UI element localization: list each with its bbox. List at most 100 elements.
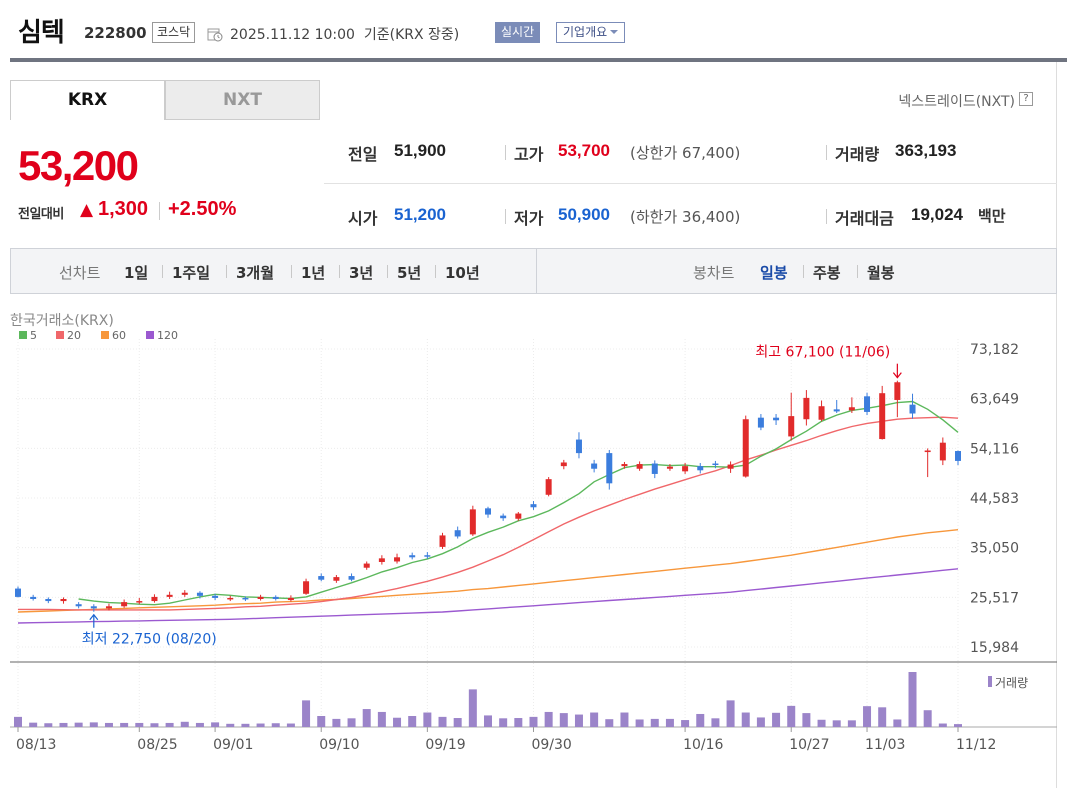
volume-bar [544,711,553,727]
line-chart-label: 선차트 [59,264,101,282]
volume-bar [559,713,568,727]
y-tick-label: 35,050 [970,541,1019,557]
candle-body [864,396,871,412]
candle-body [560,462,567,467]
company-overview-button[interactable]: 기업개요 [556,22,626,43]
low-label: 저가 [514,209,544,228]
candle-body [424,555,431,557]
help-icon[interactable]: ? [1019,92,1033,106]
volume-bar [44,723,53,727]
candle-body [75,604,82,607]
chevron-down-icon [610,30,619,34]
candle-body [924,450,931,453]
nextrade-link[interactable]: 넥스트레이드(NXT) [898,91,1015,111]
candle-body [909,404,916,414]
volume-bar [484,715,492,727]
period-3m[interactable]: 3개월 [236,264,275,282]
ma-5-line [78,400,959,606]
open-label: 시가 [348,209,378,228]
stock-name: 심텍 [18,18,65,48]
realtime-button[interactable]: 실시간 [495,22,541,43]
volume-bar [574,714,583,727]
volume-bar [271,723,280,727]
low-arrow-head [89,613,99,621]
period-5y[interactable]: 5년 [397,264,422,282]
candle-body [242,597,249,600]
candle-daily[interactable]: 일봉 [760,264,788,282]
candle-body [803,397,810,420]
candle-body [136,601,143,603]
x-tick-label: 10/16 [683,737,723,753]
period-separator [803,265,804,278]
prev-close-value: 51,900 [394,141,446,160]
tab-krx[interactable]: KRX [10,80,165,120]
legend-swatch [56,331,64,339]
candle-body [788,416,795,437]
volume-bar [756,717,765,727]
volume-bar [711,718,720,727]
candle-chart-label: 봉차트 [693,264,735,282]
panel-border [1056,62,1057,788]
volume-bar [165,722,174,727]
tab-nxt[interactable]: NXT [165,80,320,120]
candle-body [651,463,658,474]
prev-close-label: 전일 [348,145,378,164]
period-1d[interactable]: 1일 [124,264,149,282]
timestamp: 2025.11.12 10:00 기준(KRX 장중) [230,27,460,43]
volume-bar [59,722,68,727]
volume-bar [605,719,614,727]
volume-bar [241,723,250,727]
candle-body [394,557,401,562]
candle-weekly[interactable]: 주봉 [813,264,841,282]
ma-120-line [17,568,959,624]
volume-bar [423,712,432,727]
period-separator [226,265,227,278]
x-tick-label: 08/13 [16,737,56,753]
candle-body [621,464,628,467]
legend-label: 20 [67,329,81,342]
volume-bar [772,712,781,727]
volume-bar [226,723,235,727]
volume-bar [635,719,644,727]
volume-bar [408,716,417,727]
period-3y[interactable]: 3년 [349,264,374,282]
volume-legend-swatch [988,676,992,687]
legend-swatch [146,331,154,339]
candle-body [15,588,21,597]
volume-bar [832,720,841,727]
period-1y[interactable]: 1년 [301,264,326,282]
market-badge: 코스닥 [152,22,196,43]
volume-label: 거래량 [835,145,880,164]
candle-body [939,442,946,461]
exchange-tabs: KRX NXT [10,80,320,120]
volume-bar [802,713,811,727]
candle-monthly[interactable]: 월봉 [867,264,895,282]
candle-body [773,417,780,421]
period-separator [857,265,858,278]
period-1w[interactable]: 1주일 [172,264,211,282]
candle-body [166,594,173,597]
period-separator [339,265,340,278]
candle-body [636,464,643,469]
volume-bar [317,716,326,727]
high-arrow-head [892,372,902,379]
volume-bar [893,719,902,727]
candle-body [666,466,673,469]
candle-body [545,479,552,495]
high-label: 고가 [514,145,544,164]
candle-body [363,563,370,568]
volume-bar [150,723,159,727]
volume-bar [89,722,98,727]
candle-body [727,464,734,469]
trade-value: 19,024 [911,205,963,224]
up-arrow-icon: ▲ [80,200,94,220]
price-chart-svg: 한국거래소(KRX)5 20 60 120 73,182 63,649 54,116 44,5… [10,313,1057,753]
candle-body [833,409,840,412]
volume-bar [514,718,523,727]
candle-body [439,535,446,547]
volume-bar [847,720,856,727]
candle-body [181,592,188,595]
candle-body [818,406,825,420]
candle-body [272,596,279,599]
period-10y[interactable]: 10년 [445,264,480,282]
